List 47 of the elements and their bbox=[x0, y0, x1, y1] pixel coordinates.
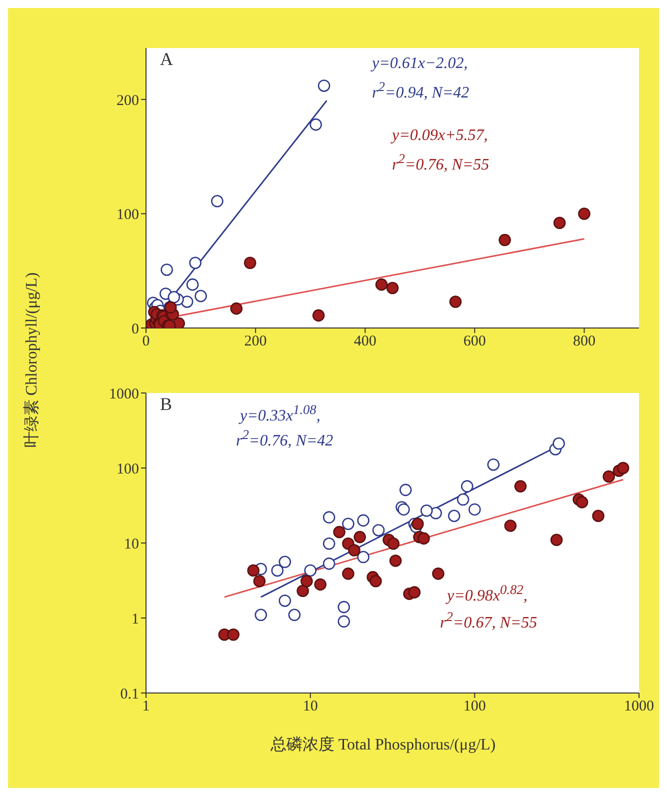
annotation: r$^{2}$=0.94, N=42 bbox=[372, 79, 470, 102]
annotation: y=0.61x−2.02, bbox=[372, 55, 468, 72]
annotation: y=0.33x$^{1.08}$, bbox=[240, 402, 320, 424]
point bbox=[386, 282, 399, 294]
x-tick-label: 100 bbox=[463, 698, 486, 715]
x-tick-label: 200 bbox=[244, 334, 267, 350]
y-axis-title: 叶绿素 Chlorophyll/(μg/L) bbox=[22, 272, 42, 448]
y-tick-label: 10 bbox=[124, 536, 139, 552]
point bbox=[310, 118, 322, 131]
point bbox=[211, 194, 224, 208]
point bbox=[194, 290, 207, 302]
x-tick-label: 1 bbox=[142, 698, 150, 715]
point bbox=[578, 208, 590, 220]
y-tick-label: 1000 bbox=[109, 386, 139, 402]
x-tick-label: 1000 bbox=[624, 698, 654, 715]
y-tick-label: 0 bbox=[132, 321, 139, 338]
x-tick-label: 600 bbox=[463, 334, 486, 350]
point bbox=[318, 80, 330, 92]
point bbox=[230, 302, 243, 315]
annotation: y=0.98x$^{0.82}$, bbox=[447, 582, 528, 604]
x-tick-label: 800 bbox=[572, 334, 596, 350]
point bbox=[189, 256, 202, 270]
y-tick-label: 100 bbox=[116, 207, 139, 224]
point bbox=[449, 296, 462, 308]
point bbox=[186, 278, 199, 291]
x-tick-label: 0 bbox=[142, 334, 150, 350]
y-tick-label: 200 bbox=[116, 92, 139, 109]
annotation: r$^{2}$=0.67, N=55 bbox=[440, 609, 538, 632]
y-tick-label: 100 bbox=[116, 461, 139, 478]
annotation: y=0.09x+5.57, bbox=[392, 127, 488, 144]
x-tick-label: 400 bbox=[354, 334, 376, 350]
point bbox=[553, 216, 566, 230]
point bbox=[168, 290, 180, 304]
annotation: r$^{2}$=0.76, N=42 bbox=[236, 427, 334, 450]
point bbox=[375, 278, 388, 291]
y-tick-label: 1 bbox=[132, 611, 139, 628]
point bbox=[498, 234, 511, 246]
y-tick-label: 0.1 bbox=[120, 686, 139, 702]
x-axis-title: 总磷浓度 Total Phosphorus/(μg/L) bbox=[270, 735, 496, 756]
x-tick-label: 10 bbox=[302, 698, 318, 715]
point bbox=[172, 317, 186, 328]
annotation: B bbox=[160, 394, 172, 414]
point bbox=[312, 309, 325, 322]
annotation: A bbox=[160, 49, 173, 69]
point bbox=[244, 256, 256, 270]
annotation: r$^{2}$=0.76, N=55 bbox=[392, 151, 490, 174]
point bbox=[160, 264, 173, 276]
